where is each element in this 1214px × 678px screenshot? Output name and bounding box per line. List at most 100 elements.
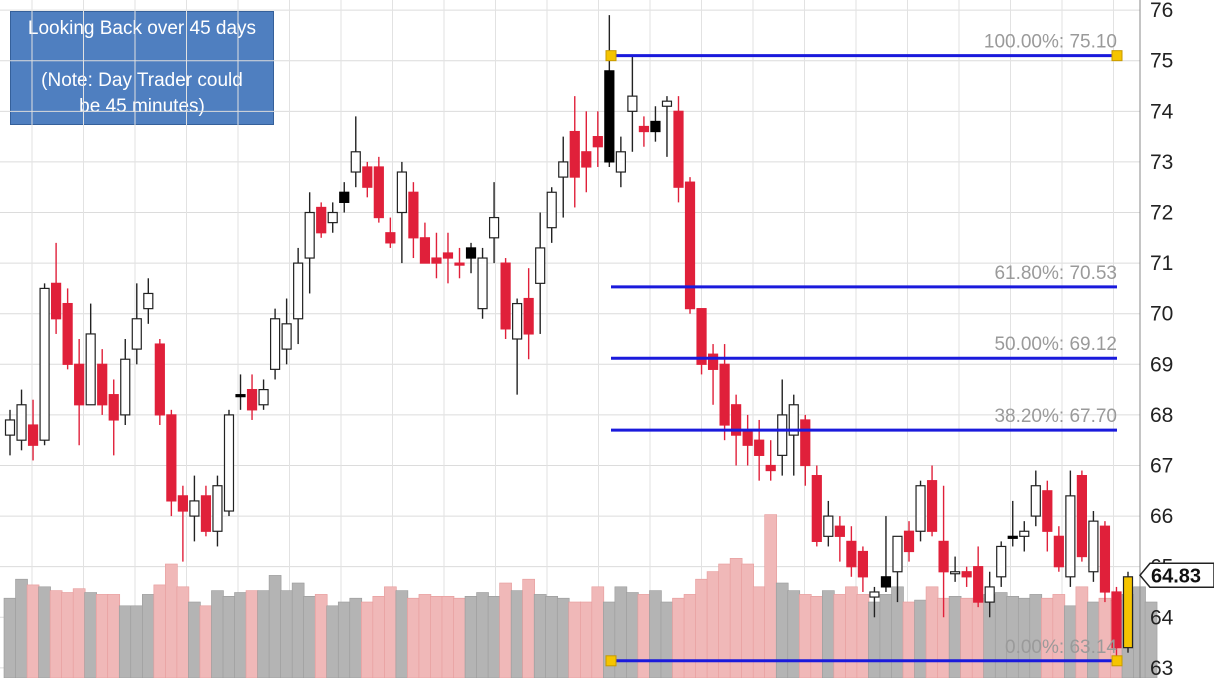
volume-bar — [994, 592, 1008, 678]
candle-body — [339, 191, 350, 203]
candle-body — [442, 252, 454, 259]
candle-body — [938, 540, 949, 573]
candles — [4, 15, 1134, 663]
candle-body — [1122, 576, 1134, 649]
volume-bar — [268, 575, 282, 678]
candle-body — [604, 70, 615, 163]
volume-bar — [810, 595, 824, 678]
volume-bar — [1075, 586, 1089, 678]
y-tick-label: 63 — [1150, 657, 1173, 678]
fib-anchor-handle — [605, 50, 617, 62]
volume-bar — [971, 597, 985, 678]
candle-body — [488, 216, 500, 239]
volume-bar — [360, 601, 374, 678]
volume-bar — [15, 578, 28, 678]
volume-bar — [291, 582, 305, 678]
volume-bar — [349, 597, 363, 678]
candle-body — [327, 211, 338, 224]
candle-body — [39, 287, 50, 441]
volume-bar — [199, 605, 213, 678]
volume-bar — [153, 584, 167, 678]
last-price-tag — [1139, 562, 1214, 589]
volume-bar — [845, 586, 858, 678]
volume-bar — [545, 595, 559, 678]
candle-body — [558, 161, 569, 178]
volume-bar — [314, 594, 328, 678]
y-tick-label: 66 — [1150, 505, 1173, 528]
volume-bar — [603, 601, 616, 678]
candle-body — [592, 136, 603, 148]
volume-bar — [522, 578, 535, 678]
candle-body — [362, 166, 373, 188]
volume-bar — [856, 594, 870, 678]
candle-body — [581, 151, 592, 168]
candle-body — [638, 125, 650, 133]
candle-body — [719, 363, 730, 426]
y-tick-label: 75 — [1150, 50, 1173, 73]
volume-bar — [372, 595, 386, 678]
fib-level-label: 61.80%: 70.53 — [994, 263, 1117, 284]
volume-bar — [337, 601, 351, 678]
candle-body — [454, 262, 465, 266]
candle-body — [74, 363, 85, 406]
volume-bar — [948, 595, 962, 678]
candle-body — [1111, 591, 1122, 649]
volume-bar — [614, 586, 628, 678]
candle-body — [684, 181, 696, 310]
volume-bar — [107, 594, 121, 678]
candle-body — [615, 151, 626, 173]
candle-body — [996, 545, 1007, 578]
volume-bar — [533, 594, 547, 678]
volume-bar — [649, 590, 662, 678]
volume-bar — [3, 597, 17, 678]
candle-body — [1019, 530, 1030, 537]
candle-body — [408, 191, 419, 239]
volume-bar — [326, 605, 340, 678]
y-tick-label: 74 — [1150, 100, 1174, 123]
volume-bar — [1144, 601, 1158, 678]
volume-bar — [879, 594, 893, 678]
volume-bar — [660, 601, 674, 678]
volume-bar — [626, 592, 639, 678]
candle-body — [419, 237, 431, 264]
y-tick-label: 64 — [1150, 606, 1174, 629]
volume-bar — [798, 594, 812, 678]
candle-body — [661, 100, 673, 107]
candle-body — [535, 247, 546, 284]
candle-body — [465, 247, 477, 259]
volume-bar — [49, 590, 63, 678]
candle-body — [477, 257, 488, 310]
candle-body — [396, 171, 407, 214]
candle-body — [903, 530, 915, 553]
candle-body — [4, 419, 16, 436]
candle-body — [350, 151, 361, 173]
volume-bar — [165, 563, 178, 678]
candle-body — [1030, 485, 1041, 517]
candle-body — [1042, 490, 1053, 532]
y-tick-label: 76 — [1150, 0, 1173, 22]
volume-bar — [695, 578, 708, 678]
volume-bar — [95, 594, 109, 678]
volume-bar — [418, 594, 432, 678]
candle-body — [27, 424, 39, 446]
candle-body — [1065, 495, 1076, 578]
candle-body — [950, 571, 961, 575]
volume-bar — [683, 594, 697, 678]
volume-bar — [822, 590, 835, 678]
candle-body — [892, 535, 903, 573]
fib-anchor-handle — [1111, 655, 1123, 667]
candle-body — [16, 404, 27, 441]
candle-body — [569, 130, 580, 178]
fibonacci-levels: 100.00%: 75.10 61.80%: 70.53 50.00%: 69.12… — [605, 32, 1123, 667]
candle-body — [316, 206, 327, 234]
candle-body — [731, 404, 742, 436]
candle-body — [131, 318, 142, 350]
candle-body — [1076, 475, 1087, 558]
annotation-line: Looking Back over 45 days — [27, 18, 257, 39]
volume-bar — [118, 605, 132, 678]
volume-bar — [441, 595, 455, 678]
volume-bar — [176, 586, 190, 678]
candle-body — [765, 464, 776, 472]
volume-bar — [61, 592, 74, 678]
